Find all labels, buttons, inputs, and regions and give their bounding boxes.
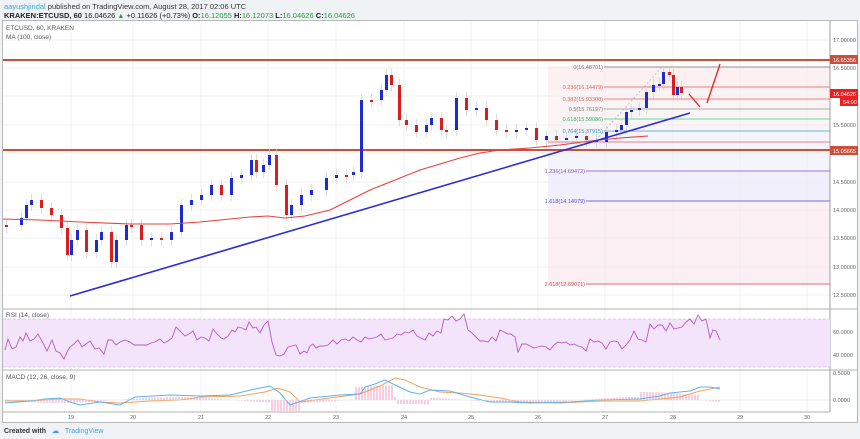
trendline[interactable] [69, 112, 691, 297]
svg-text:19: 19 [68, 415, 74, 421]
symbol-info: KRAKEN:ETCUSD, 60 16.04626 ▲ +0.11626 (+… [4, 11, 355, 20]
svg-text:20: 20 [130, 415, 136, 421]
svg-text:16.04626: 16.04626 [833, 92, 856, 98]
svg-text:26: 26 [535, 415, 541, 421]
svg-text:0(16.48701): 0(16.48701) [573, 65, 603, 71]
svg-text:1.618(14.14079): 1.618(14.14079) [545, 199, 586, 205]
svg-text:15.05665: 15.05665 [833, 149, 856, 155]
ma-line [2, 135, 649, 225]
rsi-band [3, 319, 830, 367]
svg-text:0.5000: 0.5000 [833, 371, 850, 377]
fib-labels: 0(16.48701) 0.236(16.14479) 0.382(15.933… [545, 65, 604, 288]
published-text: published on TradingView.com, August 28,… [47, 2, 247, 11]
svg-text:30: 30 [804, 415, 810, 421]
rsi-axis[interactable]: 60.0000 40.0000 [833, 330, 853, 359]
svg-text:29: 29 [737, 415, 743, 421]
svg-text:13.00000: 13.00000 [833, 265, 856, 271]
ma-legend: MA (100, close) [6, 34, 52, 41]
symbol-legend: ETCUSD, 60, KRAKEN [6, 25, 74, 32]
svg-text:0.764(15.37915): 0.764(15.37915) [563, 129, 604, 135]
author-link[interactable]: aayushjindal [4, 2, 46, 11]
up-arrow-icon: ▲ [117, 13, 125, 20]
rsi-legend: RSI (14, close) [6, 312, 49, 319]
high-label: H: [233, 11, 242, 20]
rsi-line [4, 313, 721, 360]
created-with-text: Created with [4, 428, 47, 435]
main-legend: ETCUSD, 60, KRAKEN MA (100, close) [6, 24, 74, 42]
tradingview-link[interactable]: TradingView [64, 428, 104, 435]
tradingview-cloud-icon: ☁ [51, 428, 59, 435]
svg-text:2.618(12.69071): 2.618(12.69071) [545, 282, 586, 288]
svg-text:13.50000: 13.50000 [833, 236, 856, 242]
svg-text:1.236(14.69472): 1.236(14.69472) [545, 169, 586, 175]
price-tags: 16.65356 16.04626 54:00 15.05665 [830, 55, 858, 155]
svg-text:28: 28 [670, 415, 676, 421]
projection-arrows[interactable] [688, 63, 721, 108]
footer: Created with ☁ TradingView [4, 427, 103, 435]
close-value: 16.04626 [323, 11, 355, 20]
svg-text:16.50000: 16.50000 [833, 66, 856, 72]
svg-text:0.0000: 0.0000 [833, 398, 850, 404]
symbol: KRAKEN:ETCUSD, 60 [4, 11, 82, 20]
svg-text:22: 22 [265, 415, 271, 421]
open-label: O: [192, 11, 201, 20]
candlesticks [5, 66, 683, 268]
svg-text:0.618(15.59086): 0.618(15.59086) [563, 117, 604, 123]
time-axis[interactable]: 19 20 21 22 23 24 25 26 27 28 29 30 [68, 415, 810, 421]
low-label: L: [275, 11, 283, 20]
svg-text:16.65356: 16.65356 [833, 58, 856, 64]
svg-text:25: 25 [468, 415, 474, 421]
high-value: 16.12073 [241, 11, 274, 20]
svg-text:24: 24 [401, 415, 407, 421]
svg-text:54:00: 54:00 [843, 100, 857, 106]
svg-text:0.236(16.14479): 0.236(16.14479) [563, 85, 604, 91]
price-change: +0.11626 (+0.73%) [126, 11, 191, 20]
svg-text:23: 23 [333, 415, 339, 421]
last-price: 16.04626 [84, 11, 116, 20]
svg-text:0.5(15.76197): 0.5(15.76197) [569, 107, 603, 113]
macd-legend: MACD (12, 26, close, 9) [6, 374, 76, 381]
low-value: 16.04626 [282, 11, 314, 20]
macd-axis[interactable]: 0.5000 0.0000 [833, 371, 850, 404]
svg-text:60.0000: 60.0000 [833, 330, 853, 336]
open-value: 16.12055 [200, 11, 232, 20]
svg-text:12.50000: 12.50000 [833, 293, 856, 299]
svg-text:21: 21 [198, 415, 204, 421]
svg-text:15.50000: 15.50000 [833, 123, 856, 129]
close-label: C: [315, 11, 324, 20]
svg-text:0.382(15.93308): 0.382(15.93308) [563, 97, 604, 103]
price-axis[interactable]: 17.00000 16.50000 15.50000 14.50000 14.000… [833, 38, 856, 299]
svg-text:27: 27 [602, 415, 608, 421]
svg-text:17.00000: 17.00000 [833, 38, 856, 44]
svg-text:40.0000: 40.0000 [833, 353, 853, 359]
svg-text:14.50000: 14.50000 [833, 180, 856, 186]
macd-line [4, 379, 721, 406]
svg-text:14.00000: 14.00000 [833, 208, 856, 214]
publish-info: aayushjindal published on TradingView.co… [4, 2, 246, 11]
macd-histogram [4, 385, 720, 411]
